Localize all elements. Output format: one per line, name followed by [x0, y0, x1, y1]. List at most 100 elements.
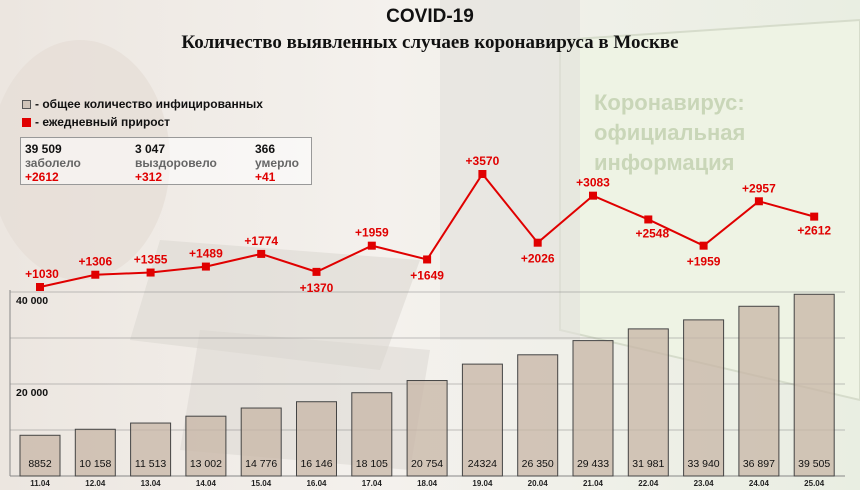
x-tick-label: 24.04	[749, 479, 770, 488]
bar	[406, 380, 448, 477]
legend-swatch-total	[22, 99, 31, 109]
bar	[738, 305, 780, 477]
bar-value-label: 36 897	[743, 458, 775, 470]
line-point	[533, 238, 542, 247]
x-tick-label: 22.04	[638, 479, 659, 488]
bar	[185, 415, 227, 477]
legend-item-daily: - ежедневный прирост	[22, 113, 263, 131]
svg-text:информация: информация	[594, 150, 734, 175]
line-value-label: +2612	[797, 224, 831, 238]
stat-died-increase: +41	[255, 170, 276, 184]
x-tick-label: 19.04	[472, 479, 493, 488]
bar-value-label: 10 158	[79, 458, 111, 470]
bar	[461, 363, 503, 477]
stat-died-value: 366	[255, 142, 276, 156]
line-value-label: +1774	[244, 234, 278, 248]
x-tick-label: 18.04	[417, 479, 438, 488]
bar-value-label: 39 505	[798, 458, 830, 470]
bar	[240, 407, 282, 477]
daily-line-series: +1030 +1306 +1355 +1489 +1774 +1370 +1959 +1649…	[25, 154, 831, 295]
x-tick-label: 20.04	[528, 479, 549, 488]
legend: - общее количество инфицированных - ежед…	[22, 95, 263, 131]
y-tick-label: 40 000	[16, 295, 48, 307]
legend-item-total: - общее количество инфицированных	[22, 95, 263, 113]
stat-infected-increase: +2612	[25, 170, 59, 184]
bar-value-label: 29 433	[577, 458, 609, 470]
bar-value-label: 14 776	[245, 458, 277, 470]
line-point	[312, 267, 321, 276]
bar-value-label: 24324	[468, 458, 497, 470]
x-tick-label: 21.04	[583, 479, 604, 488]
bar-value-label: 8852	[28, 458, 52, 470]
bar	[793, 293, 835, 477]
bar	[627, 328, 669, 477]
line-point	[644, 215, 653, 224]
line-point	[257, 249, 266, 258]
stat-infected: 39 509 заболело +2612	[25, 142, 81, 184]
bar-value-label: 18 105	[356, 458, 388, 470]
x-tick-label: 11.04	[30, 479, 50, 488]
bar-value-label: 31 981	[632, 458, 664, 470]
legend-label-daily: - ежедневный прирост	[35, 115, 170, 129]
line-value-label: +1370	[300, 281, 334, 295]
line-point	[36, 283, 44, 291]
bar	[517, 354, 559, 477]
x-tick-label: 25.04	[804, 479, 825, 488]
bar	[74, 428, 116, 477]
stats-box: 39 509 заболело +2612 3 047 выздоровело …	[20, 137, 312, 185]
chart-subtitle: Количество выявленных случаев коронавиру…	[181, 32, 679, 53]
line-point	[201, 262, 210, 271]
stat-died-label: умерло	[255, 156, 299, 170]
line-value-label: +2957	[742, 181, 776, 195]
line-value-label: +1355	[134, 253, 168, 267]
bar	[351, 392, 393, 477]
bar-value-label: 11 513	[135, 458, 166, 470]
stat-infected-label: заболело	[25, 156, 81, 170]
line-point	[478, 170, 487, 178]
bar-value-label: 16 146	[300, 458, 332, 470]
line-point	[91, 270, 100, 279]
bar-value-label: 33 940	[688, 458, 720, 470]
line-value-label: +1959	[355, 226, 389, 240]
svg-text:Коронавирус:: Коронавирус:	[594, 90, 745, 115]
line-point	[146, 268, 155, 277]
line-point	[367, 241, 376, 250]
legend-label-total: - общее количество инфицированных	[35, 97, 263, 111]
line-point	[699, 241, 708, 250]
line-value-label: +2026	[521, 252, 555, 266]
bar	[130, 422, 172, 477]
x-tick-label: 23.04	[694, 479, 715, 488]
bar	[572, 340, 614, 477]
bar-value-label: 13 002	[190, 458, 222, 470]
bar-series: 8852 10 158 11 513 13 002 14 776 16 146 18 105…	[19, 293, 835, 477]
chart-header: COVID-19 Количество выявленных случаев к…	[0, 0, 860, 54]
svg-text:официальная: официальная	[594, 120, 745, 145]
chart-title: COVID-19	[386, 6, 474, 27]
stat-recovered-label: выздоровело	[135, 156, 217, 170]
x-tick-label: 12.04	[85, 479, 106, 488]
stat-recovered-value: 3 047	[135, 142, 166, 156]
line-value-label: +1489	[189, 247, 223, 261]
bar	[296, 401, 337, 477]
x-tick-label: 16.04	[306, 479, 327, 488]
background-monitor-text: Коронавирус: официальная информация	[594, 90, 745, 175]
x-axis-labels: 11.04 12.04 13.04 14.04 15.04 16.04 17.04 18.04…	[30, 479, 825, 488]
stat-died: 366 умерло +41	[255, 142, 299, 184]
line-point	[810, 212, 819, 221]
bar	[19, 434, 61, 477]
bar-value-label: 20 754	[411, 458, 443, 470]
x-tick-label: 14.04	[196, 479, 217, 488]
bar	[683, 319, 725, 477]
y-tick-label: 20 000	[16, 387, 48, 399]
x-tick-label: 13.04	[141, 479, 162, 488]
line-value-label: +3083	[576, 176, 610, 190]
line-value-label: +3570	[466, 154, 500, 168]
line-point	[754, 197, 763, 206]
x-tick-label: 17.04	[362, 479, 383, 488]
x-tick-label: 15.04	[251, 479, 272, 488]
line-value-label: +2548	[635, 226, 669, 240]
bar-value-label: 26 350	[522, 458, 554, 470]
line-value-label: +1959	[687, 255, 721, 269]
line-value-label: +1649	[410, 268, 444, 282]
